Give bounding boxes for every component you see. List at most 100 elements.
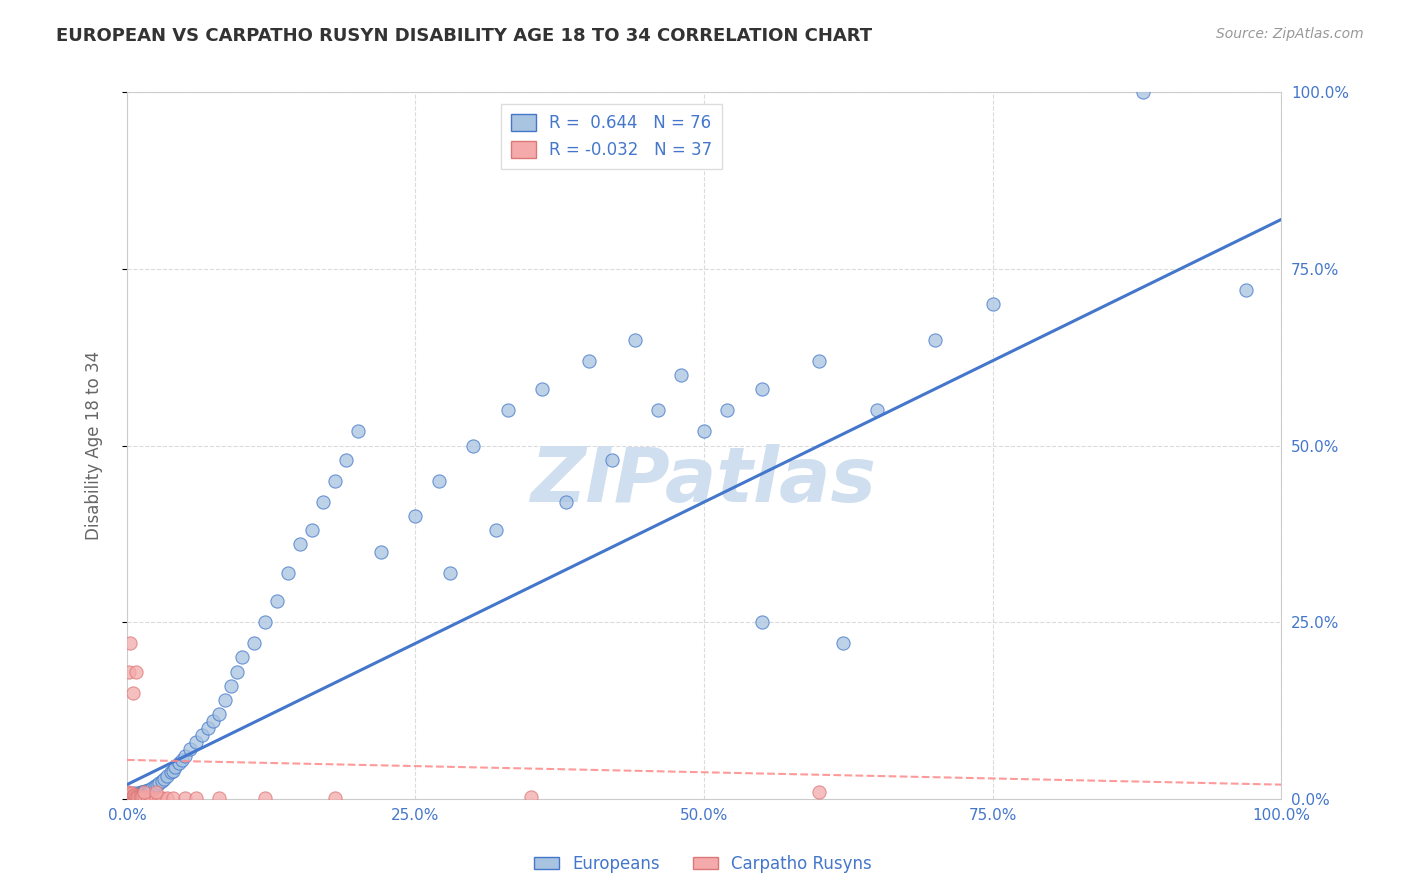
Point	[197, 721, 219, 735]
Point	[981, 297, 1004, 311]
Point	[485, 524, 508, 538]
Point	[127, 790, 149, 805]
Point	[146, 778, 169, 792]
Point	[129, 785, 152, 799]
Point	[117, 785, 139, 799]
Point	[131, 786, 153, 800]
Point	[647, 403, 669, 417]
Point	[138, 784, 160, 798]
Point	[121, 789, 143, 803]
Point	[120, 789, 142, 803]
Point	[243, 636, 266, 650]
Point	[288, 537, 311, 551]
Point	[131, 790, 153, 805]
Point	[866, 403, 889, 417]
Point	[127, 786, 149, 800]
Text: Source: ZipAtlas.com: Source: ZipAtlas.com	[1216, 27, 1364, 41]
Point	[1132, 86, 1154, 100]
Point	[120, 789, 142, 803]
Point	[323, 474, 346, 488]
Point	[346, 425, 368, 439]
Point	[124, 789, 146, 803]
Point	[134, 785, 156, 799]
Legend: Europeans, Carpatho Rusyns: Europeans, Carpatho Rusyns	[527, 848, 879, 880]
Point	[600, 452, 623, 467]
Point	[134, 784, 156, 798]
Point	[128, 787, 150, 801]
Point	[134, 790, 156, 805]
Point	[145, 791, 167, 805]
Point	[716, 403, 738, 417]
Point	[808, 785, 831, 799]
Point	[122, 788, 145, 802]
Point	[202, 714, 225, 728]
Point	[121, 788, 143, 802]
Point	[143, 779, 166, 793]
Point	[165, 760, 187, 774]
Point	[141, 781, 163, 796]
Point	[129, 790, 152, 805]
Point	[124, 789, 146, 803]
Point	[127, 788, 149, 802]
Point	[335, 452, 357, 467]
Point	[191, 728, 214, 742]
Point	[121, 686, 143, 700]
Legend: R =  0.644   N = 76, R = -0.032   N = 37: R = 0.644 N = 76, R = -0.032 N = 37	[501, 104, 723, 169]
Point	[751, 615, 773, 629]
Point	[186, 791, 208, 805]
Point	[219, 679, 242, 693]
Point	[186, 735, 208, 749]
Point	[134, 785, 156, 799]
Point	[156, 791, 179, 805]
Point	[122, 786, 145, 800]
Point	[148, 776, 170, 790]
Point	[125, 665, 148, 679]
Point	[831, 636, 853, 650]
Point	[751, 382, 773, 396]
Point	[214, 693, 236, 707]
Point	[145, 785, 167, 799]
Point	[120, 636, 142, 650]
Point	[231, 650, 253, 665]
Point	[623, 333, 645, 347]
Point	[118, 665, 141, 679]
Point	[121, 789, 143, 803]
Point	[136, 783, 159, 797]
Point	[128, 789, 150, 804]
Point	[266, 594, 288, 608]
Point	[139, 782, 162, 797]
Point	[254, 615, 277, 629]
Point	[554, 495, 576, 509]
Point	[463, 439, 485, 453]
Point	[173, 791, 195, 805]
Point	[139, 790, 162, 805]
Point	[669, 368, 692, 382]
Point	[496, 403, 519, 417]
Point	[427, 474, 450, 488]
Point	[122, 789, 145, 803]
Point	[167, 756, 190, 771]
Point	[153, 772, 176, 786]
Point	[924, 333, 946, 347]
Point	[404, 509, 426, 524]
Point	[208, 791, 231, 805]
Point	[323, 791, 346, 805]
Point	[808, 353, 831, 368]
Point	[172, 753, 194, 767]
Point	[127, 789, 149, 804]
Point	[225, 665, 247, 679]
Point	[254, 791, 277, 805]
Point	[179, 742, 201, 756]
Point	[312, 495, 335, 509]
Point	[1236, 283, 1258, 297]
Point	[148, 791, 170, 805]
Point	[135, 790, 157, 805]
Point	[150, 774, 173, 789]
Point	[162, 764, 184, 778]
Point	[520, 790, 543, 805]
Point	[125, 787, 148, 801]
Point	[162, 791, 184, 805]
Point	[173, 749, 195, 764]
Text: ZIPatlas: ZIPatlas	[531, 444, 877, 518]
Point	[156, 769, 179, 783]
